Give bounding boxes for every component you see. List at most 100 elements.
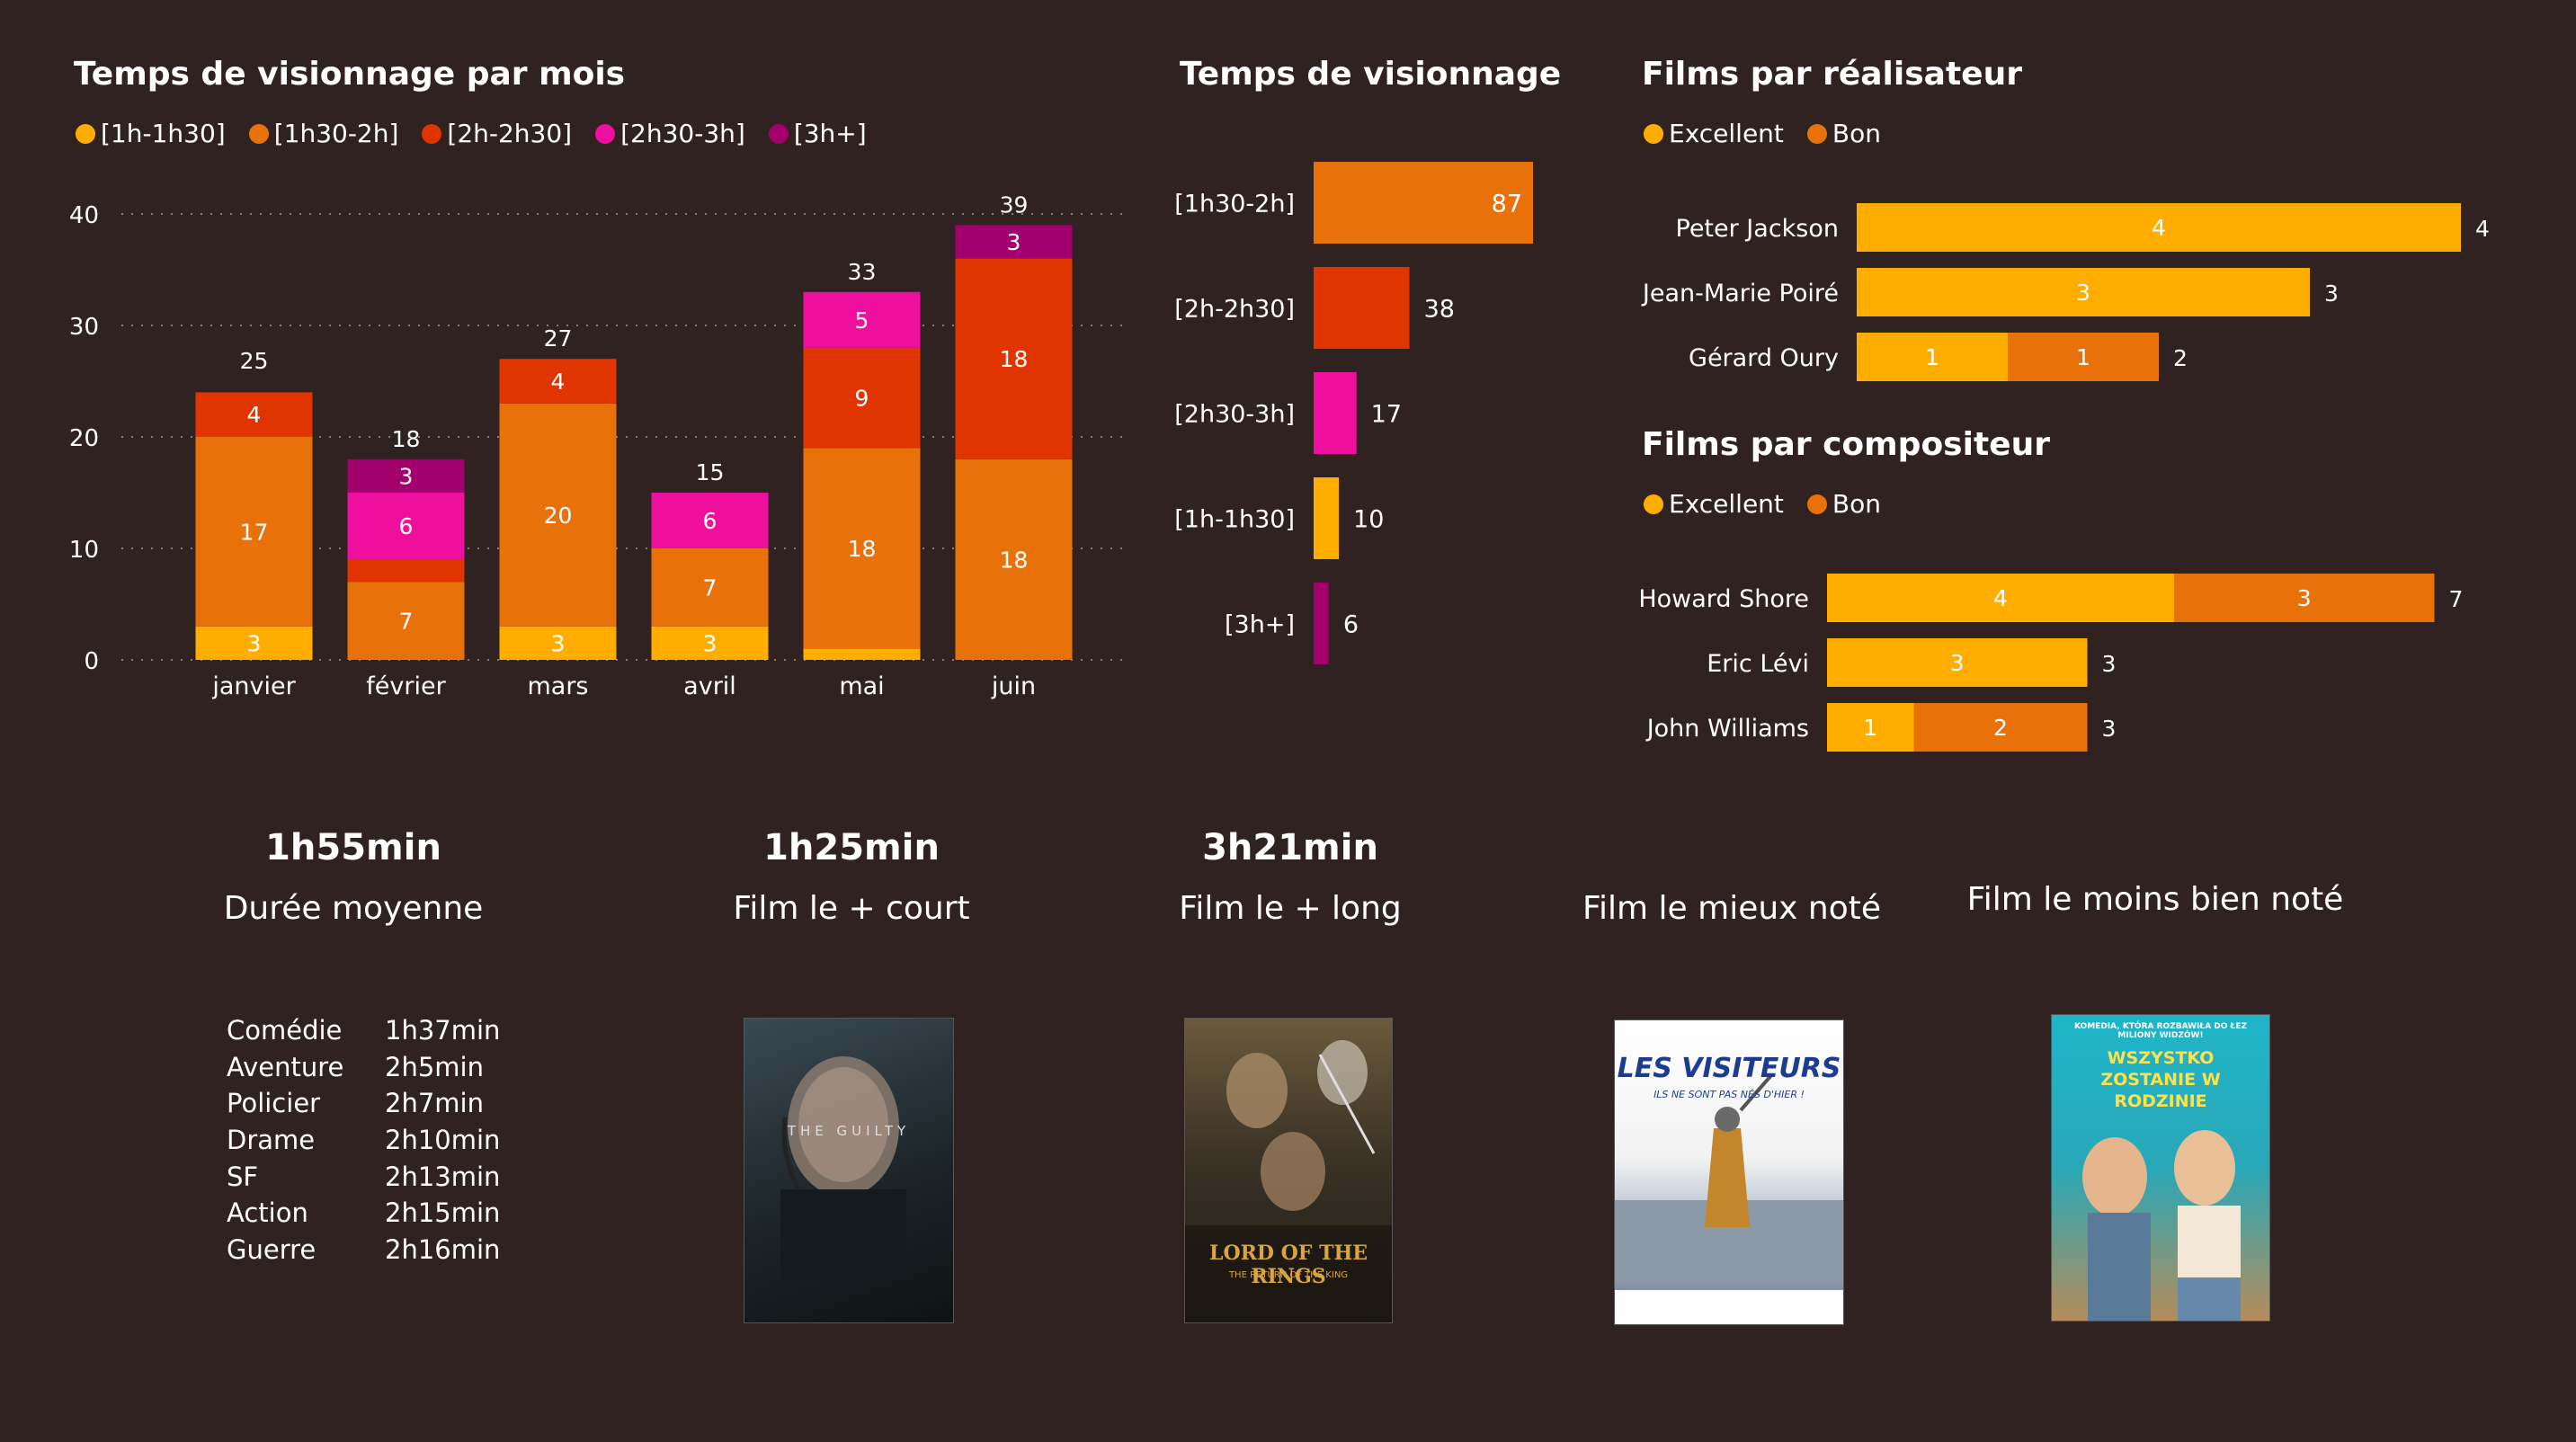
- genre-name: Aventure: [227, 1051, 344, 1082]
- bar-segment: [651, 626, 769, 660]
- poster-wszystko-zostanie[interactable]: KOMEDIA, KTÓRA ROZBAWIŁA DO ŁEZ MILIONY …: [2051, 1014, 2270, 1322]
- data-label: 3: [2297, 585, 2312, 611]
- data-label: 3: [247, 630, 262, 656]
- bar-segment: [651, 548, 769, 627]
- bar-segment: [195, 626, 313, 660]
- bar-segment: [2008, 333, 2159, 381]
- table-row: Guerre 2h16min: [227, 1232, 500, 1268]
- data-label: 4: [1993, 585, 2008, 611]
- bar-segment: [2174, 574, 2435, 622]
- data-label: 18: [1000, 547, 1029, 573]
- composers-chart: 4 3 Howard Shore 7 3 Eric Lévi 3 1 2 John William…: [1638, 574, 2464, 752]
- data-label: 6: [703, 508, 718, 534]
- x-tick-label: mars: [527, 672, 588, 700]
- bar-segment: [347, 458, 465, 493]
- directors-legend: Excellent Bon: [1644, 119, 1881, 148]
- legend-item[interactable]: Excellent: [1644, 119, 1784, 148]
- total-label: 27: [544, 325, 573, 352]
- genre-name: SF: [227, 1161, 259, 1192]
- monthly-legend: [1h-1h30] [1h30-2h] [2h-2h30] [2h30-3h] …: [76, 119, 867, 148]
- y-tick-label: 10: [69, 537, 99, 564]
- bar-segment: [1857, 333, 2008, 381]
- duration-chart: [1h30-2h] 87 [2h-2h30] 38 [2h30-3h] 17 [1h-1h3…: [1174, 162, 1533, 664]
- y-tick-label: [3h+]: [1225, 611, 1295, 639]
- y-tick-label: Eric Lévi: [1707, 650, 1809, 678]
- legend-item[interactable]: [1h-1h30]: [76, 119, 226, 148]
- y-tick-label: 30: [69, 314, 99, 341]
- y-tick-label: [1h30-2h]: [1174, 191, 1295, 218]
- data-label: 3: [2076, 280, 2090, 306]
- data-label: 7: [703, 574, 718, 601]
- y-tick-label: 40: [69, 202, 99, 229]
- poster-les-visiteurs[interactable]: LES VISITEURS ILS NE SONT PAS NÉS D'HIER…: [1614, 1019, 1844, 1325]
- bar: [1314, 583, 1329, 664]
- kpi-longest-film-value: 3h21min: [1202, 827, 1378, 868]
- bar-segment: [347, 493, 465, 560]
- poster-subtitle: THE RETURN OF THE KING: [1228, 1270, 1349, 1280]
- total-label: 7: [2449, 586, 2464, 612]
- poster-the-guilty[interactable]: THE GUILTY: [744, 1018, 954, 1323]
- kpi-average-duration-label: Durée moyenne: [223, 890, 484, 927]
- bar-segment: [651, 493, 769, 548]
- kpi-worst-rated-label: Film le moins bien noté: [1966, 881, 2344, 918]
- data-label: 18: [848, 536, 877, 562]
- data-label: 1: [2076, 344, 2090, 370]
- kpi-average-duration-value: 1h55min: [265, 827, 441, 868]
- legend-label: Bon: [1832, 119, 1881, 148]
- genre-name: Action: [227, 1197, 308, 1229]
- x-tick-label: juin: [991, 672, 1036, 700]
- total-label: 25: [240, 348, 269, 374]
- poster-lord-of-the-rings[interactable]: LORD OF THE RINGS THE RETURN OF THE KING: [1184, 1018, 1393, 1323]
- composers-chart-title: Films par compositeur: [1642, 426, 2050, 463]
- genre-duration: 2h13min: [385, 1161, 501, 1192]
- legend-label: [2h30-3h]: [620, 119, 745, 148]
- total-label: 3: [2324, 280, 2339, 307]
- legend-item[interactable]: [2h-2h30]: [422, 119, 572, 148]
- legend-dot-icon: [1644, 123, 1663, 144]
- data-label: 1: [1863, 715, 1877, 741]
- legend-item[interactable]: [3h+]: [768, 119, 867, 148]
- poster-subtitle: KOMEDIA, KTÓRA ROZBAWIŁA DO ŁEZ MILIONY …: [2073, 1022, 2247, 1040]
- monthly-chart: 0 10 20 30 40 3 17 4 25 janvier 7 6 3 18 février 3 20 4 27…: [69, 191, 1122, 700]
- legend-label: [1h30-2h]: [273, 119, 399, 148]
- x-tick-label: mai: [839, 672, 884, 700]
- y-tick-label: 0: [84, 648, 99, 675]
- bar-segment: [347, 559, 465, 583]
- table-row: Drame 2h10min: [227, 1122, 500, 1159]
- y-tick-label: John Williams: [1645, 715, 1809, 743]
- y-tick-label: Gérard Oury: [1689, 344, 1839, 372]
- bar-segment: [803, 347, 921, 449]
- y-tick-label: Jean-Marie Poiré: [1641, 280, 1839, 307]
- directors-chart: 4 Peter Jackson 4 3 Jean-Marie Poiré 3 1 1 Gérar…: [1641, 203, 2490, 381]
- data-label: 18: [1000, 346, 1029, 372]
- x-tick-label: février: [366, 672, 446, 700]
- legend-item[interactable]: [1h30-2h]: [248, 119, 399, 148]
- y-tick-label: Howard Shore: [1638, 585, 1809, 613]
- bar-segment: [1857, 203, 2461, 252]
- legend-dot-icon: [248, 123, 269, 144]
- directors-chart-title: Films par réalisateur: [1642, 56, 2022, 93]
- legend-label: Excellent: [1669, 489, 1784, 519]
- bar: [1314, 372, 1357, 454]
- poster-title: THE GUILTY: [787, 1123, 911, 1139]
- legend-dot-icon: [768, 123, 789, 144]
- poster-image: [780, 1056, 906, 1279]
- data-label: 9: [855, 386, 869, 412]
- legend-dot-icon: [595, 123, 616, 144]
- genre-duration: 1h37min: [385, 1015, 501, 1046]
- bar-segment: [803, 291, 921, 348]
- data-label: 7: [399, 609, 414, 635]
- legend-label: Excellent: [1669, 119, 1784, 148]
- legend-item[interactable]: Bon: [1806, 119, 1881, 148]
- legend-dot-icon: [76, 123, 95, 144]
- legend-item[interactable]: Bon: [1806, 489, 1881, 519]
- bar-segment: [955, 258, 1073, 459]
- legend-dot-icon: [1806, 494, 1827, 514]
- y-tick-label: [2h30-3h]: [1174, 401, 1295, 429]
- total-label: 3: [2102, 716, 2117, 742]
- poster-title: WSZYSTKO ZOSTANIE W RODZINIE: [2100, 1048, 2221, 1111]
- legend-item[interactable]: Excellent: [1644, 489, 1784, 519]
- table-row: SF 2h13min: [227, 1158, 500, 1195]
- legend-item[interactable]: [2h30-3h]: [595, 119, 745, 148]
- bar-segment: [1913, 703, 2088, 752]
